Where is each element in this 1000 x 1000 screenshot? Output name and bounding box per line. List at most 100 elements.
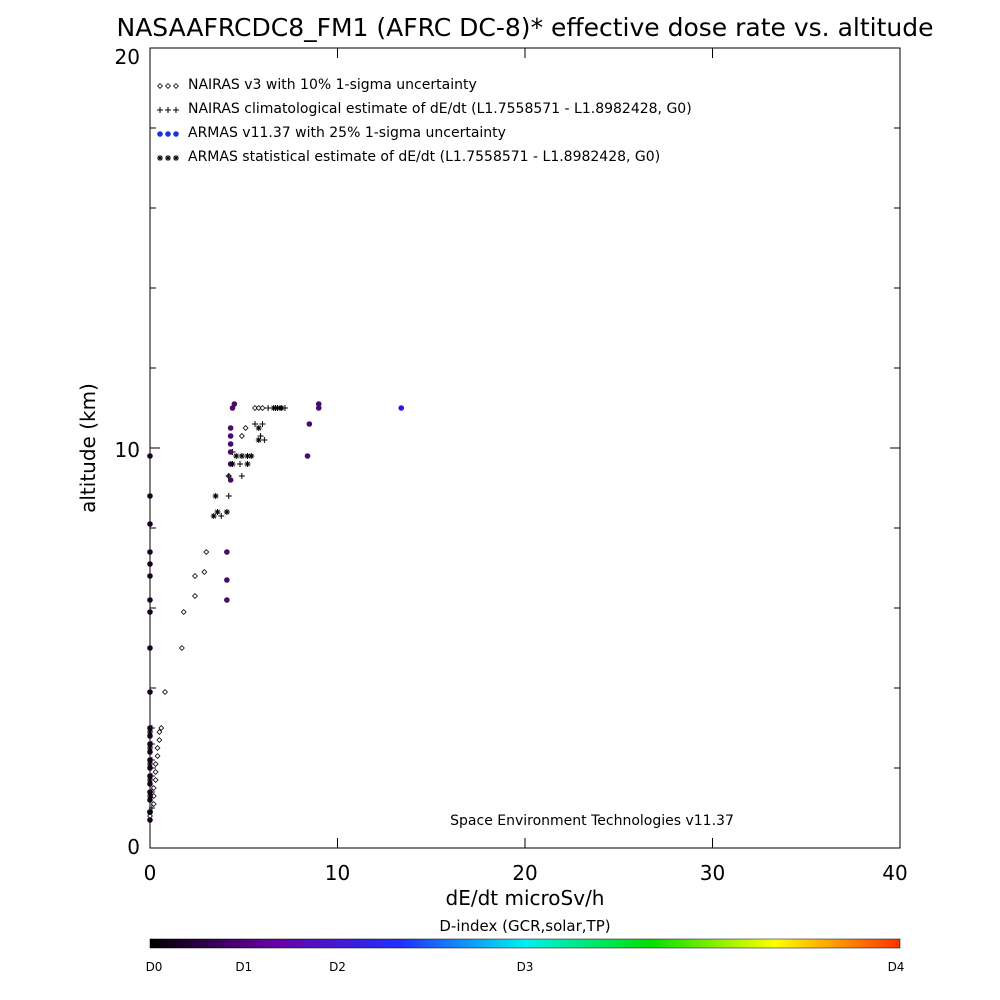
point-dot [224, 577, 230, 583]
colorbar [149, 938, 901, 949]
point-dot [231, 401, 238, 407]
point-plus [173, 107, 179, 113]
point-asterisk [147, 793, 153, 799]
x-axis-label: dE/dt microSv/h [446, 886, 605, 910]
point-plus [252, 421, 258, 427]
point-asterisk [157, 155, 163, 161]
x-tick-label-30: 30 [700, 861, 725, 885]
point-dot [147, 789, 153, 795]
point-asterisk [244, 453, 251, 459]
point-diamond [162, 689, 168, 695]
point-diamond [259, 405, 266, 411]
y-tick-label-20: 20 [115, 45, 140, 69]
point-plus [225, 493, 232, 499]
point-asterisk [238, 453, 245, 459]
axis-ticks [149, 47, 901, 849]
point-dot [147, 609, 153, 615]
point-diamond [152, 777, 159, 783]
point-asterisk [255, 425, 262, 431]
point-dot [147, 749, 153, 755]
point-diamond [165, 83, 171, 89]
legend-marker-diamond [157, 83, 179, 89]
legend-marker-asterisk [157, 155, 179, 161]
y-tick-label-0: 0 [127, 835, 140, 859]
point-diamond [203, 549, 210, 555]
point-dot [147, 773, 153, 779]
point-dot [315, 405, 322, 411]
point-asterisk [244, 461, 251, 467]
point-asterisk [229, 461, 236, 467]
point-plus [259, 421, 266, 427]
point-asterisk [248, 453, 255, 459]
point-diamond [150, 793, 157, 799]
point-diamond [178, 645, 185, 651]
point-diamond [152, 761, 159, 767]
y-tick-label-10: 10 [115, 438, 140, 462]
point-plus [265, 405, 272, 411]
point-diamond [157, 83, 163, 89]
point-plus [157, 107, 163, 113]
point-asterisk [173, 155, 179, 161]
point-dot [227, 449, 234, 455]
point-diamond [242, 425, 249, 431]
point-dot [147, 689, 153, 695]
point-dot [147, 573, 153, 579]
point-diamond [156, 729, 163, 735]
point-diamond [192, 593, 198, 599]
point-asterisk [233, 453, 240, 459]
point-diamond [154, 753, 161, 759]
point-dot [224, 549, 230, 555]
point-diamond [192, 573, 198, 579]
legend-entry-armas-statistical: ARMAS statistical estimate of dE/dt (L1.… [188, 149, 660, 165]
point-dot [173, 131, 179, 137]
point-asterisk [147, 761, 153, 767]
x-tick-label-20: 20 [512, 861, 537, 885]
point-asterisk [214, 509, 221, 515]
colorbar-label-d4: D4 [888, 960, 905, 974]
plot-frame [149, 47, 901, 849]
chart-title: NASAAFRCDC8_FM1 (AFRC DC-8)* effective d… [117, 13, 934, 42]
point-diamond [150, 785, 157, 791]
colorbar-labels: D0 D1 D2 D3 D4 [146, 960, 905, 974]
point-dot [227, 477, 234, 483]
point-dot [227, 441, 234, 447]
point-plus [237, 461, 243, 467]
point-dot [315, 401, 322, 407]
point-dot [147, 549, 153, 555]
point-asterisk [278, 405, 285, 411]
point-asterisk [223, 509, 230, 515]
point-dot [147, 521, 153, 527]
point-dot [147, 765, 153, 771]
point-dot [306, 421, 313, 427]
point-diamond [158, 725, 165, 731]
colorbar-label-d2: D2 [329, 960, 346, 974]
point-plus [165, 107, 171, 113]
point-asterisk [210, 513, 217, 519]
point-dot [147, 645, 153, 651]
point-dot [304, 453, 311, 459]
point-dot [147, 781, 153, 787]
point-asterisk [255, 437, 262, 443]
point-dot [147, 741, 153, 747]
point-dot [224, 597, 230, 603]
point-dot [147, 493, 153, 499]
point-asterisk [212, 493, 219, 499]
point-dot [147, 453, 153, 459]
point-dot [227, 433, 234, 439]
legend-entry-nairas-climatological: NAIRAS climatological estimate of dE/dt … [188, 101, 692, 117]
legend-entry-armas-v11: ARMAS v11.37 with 25% 1-sigma uncertaint… [188, 125, 506, 141]
point-asterisk [147, 745, 153, 751]
point-plus [261, 437, 268, 443]
y-axis-label: altitude (km) [76, 383, 100, 513]
data-points [147, 401, 405, 823]
point-dot [147, 561, 153, 567]
credit-text: Space Environment Technologies v11.37 [450, 813, 734, 829]
point-dot [398, 405, 405, 411]
point-diamond [150, 801, 157, 807]
point-dot [147, 817, 153, 823]
point-diamond [156, 737, 163, 743]
point-diamond [180, 609, 187, 615]
point-asterisk [274, 405, 281, 411]
point-diamond [238, 433, 245, 439]
